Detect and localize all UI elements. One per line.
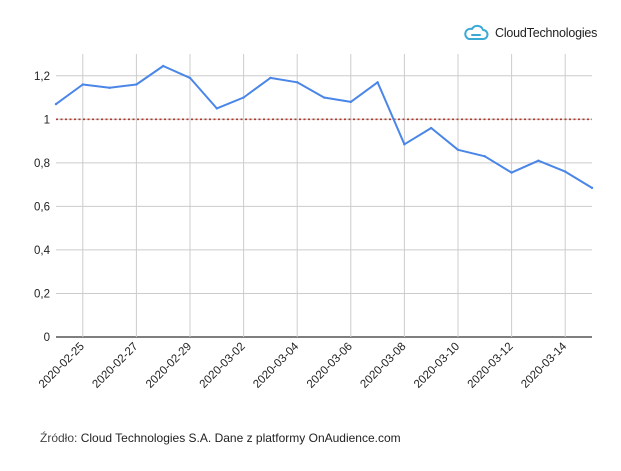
x-tick-label: 2020-03-02	[198, 341, 248, 391]
data-point	[564, 170, 567, 173]
data-point	[54, 102, 58, 106]
data-point	[269, 76, 272, 80]
data-point	[403, 143, 406, 146]
y-tick-label: 0,4	[34, 245, 51, 257]
data-point	[215, 107, 218, 110]
data-point	[242, 96, 245, 99]
x-tick-label: 2020-02-25	[37, 341, 87, 391]
x-tick-label: 2020-03-08	[358, 341, 408, 391]
source-prefix: Źródło:	[40, 431, 78, 445]
data-point	[510, 171, 513, 174]
x-tick-label: 2020-03-06	[305, 341, 355, 391]
data-point	[590, 186, 594, 190]
data-point	[322, 96, 326, 99]
data-point	[162, 64, 165, 68]
data-point	[537, 159, 540, 162]
y-tick-label: 0	[44, 332, 50, 344]
data-point	[135, 83, 138, 86]
y-tick-label: 0,2	[34, 288, 50, 300]
data-point	[483, 155, 486, 158]
grid	[56, 54, 592, 338]
x-tick-label: 2020-02-29	[144, 341, 194, 391]
series-group	[54, 64, 594, 190]
source-note: Źródło: Cloud Technologies S.A. Dane z p…	[40, 431, 401, 445]
data-point	[456, 148, 460, 151]
data-point	[108, 86, 111, 89]
source-text: Cloud Technologies S.A. Dane z platformy…	[80, 431, 401, 445]
brand-name: CloudTechnologies	[495, 26, 598, 40]
brand-logo: CloudTechnologies	[463, 22, 613, 44]
data-point	[296, 81, 299, 84]
x-tick-label: 2020-03-14	[519, 340, 570, 391]
x-tick-label: 2020-02-27	[90, 341, 140, 391]
data-point	[376, 81, 379, 84]
y-tick-label: 0,6	[34, 201, 50, 213]
y-tick-label: 1,2	[34, 71, 50, 83]
data-point	[188, 76, 192, 80]
x-tick-label: 2020-03-12	[466, 341, 516, 391]
data-point	[81, 83, 85, 86]
data-point	[430, 126, 433, 130]
y-tick-label: 0,8	[34, 158, 50, 170]
x-tick-label: 2020-03-04	[251, 340, 302, 391]
x-tick-label: 2020-03-10	[412, 341, 462, 391]
y-tick-label: 1	[44, 114, 50, 126]
cloud-icon	[463, 24, 489, 42]
data-point	[349, 100, 352, 104]
